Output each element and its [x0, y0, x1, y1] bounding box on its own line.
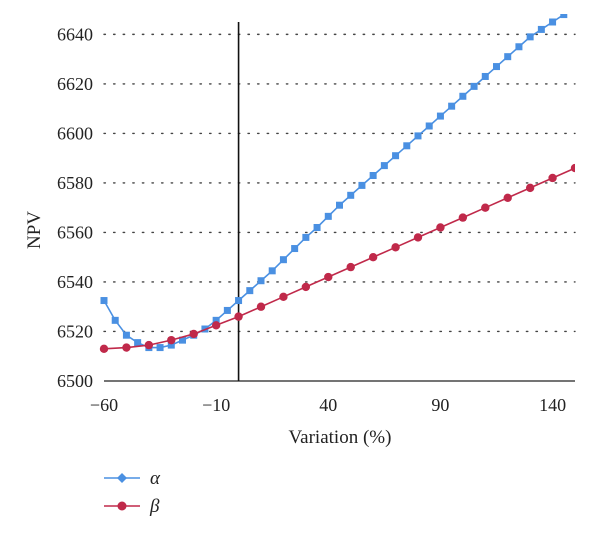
data-point	[122, 343, 131, 352]
data-point	[425, 122, 433, 130]
data-point	[189, 329, 198, 339]
data-point	[525, 183, 535, 193]
grid-lines	[103, 33, 576, 333]
data-point	[358, 181, 366, 189]
data-point	[414, 132, 422, 140]
data-point	[537, 25, 545, 33]
data-point	[134, 339, 142, 347]
data-point	[368, 253, 378, 262]
data-point	[234, 312, 243, 321]
data-point	[459, 92, 467, 100]
data-point	[179, 336, 186, 344]
data-point	[279, 256, 287, 264]
legend-label: α	[150, 468, 161, 489]
data-point	[324, 272, 333, 282]
y-tick-label: 6620	[57, 74, 93, 94]
legend: αβ	[104, 468, 161, 517]
series-layer	[99, 4, 579, 354]
x-axis-title: Variation (%)	[289, 427, 392, 448]
y-tick-label: 6600	[57, 123, 93, 143]
series-1	[100, 4, 579, 352]
data-point	[246, 287, 254, 295]
data-point	[336, 201, 343, 209]
data-point	[111, 316, 119, 324]
data-point	[211, 321, 221, 330]
data-point	[504, 53, 512, 61]
data-point	[515, 43, 523, 51]
data-point	[392, 152, 400, 160]
data-point	[448, 102, 456, 110]
data-point	[458, 213, 468, 222]
data-point	[167, 335, 176, 345]
data-point	[413, 233, 423, 242]
data-point	[122, 331, 130, 339]
y-axis-title: NPV	[24, 211, 45, 249]
x-tick-label: 90	[431, 395, 449, 415]
data-point	[313, 223, 321, 231]
data-point	[301, 282, 311, 292]
x-tick-label: −60	[90, 395, 118, 415]
series-line	[103, 167, 575, 350]
data-point	[570, 163, 575, 173]
x-tick-label: 140	[539, 395, 566, 415]
data-point	[549, 18, 557, 26]
data-point	[347, 191, 355, 199]
y-tick-label: 6500	[57, 371, 93, 391]
data-point	[470, 82, 478, 90]
data-point	[291, 245, 299, 253]
y-tick-label: 6520	[57, 321, 93, 341]
legend-marker	[117, 501, 127, 511]
data-point	[369, 172, 377, 180]
data-point	[99, 344, 109, 354]
data-point	[526, 33, 534, 41]
legend-marker	[117, 473, 127, 483]
data-point	[268, 267, 276, 275]
data-point	[324, 212, 332, 220]
data-point	[481, 72, 489, 80]
data-point	[391, 243, 400, 252]
data-point	[223, 306, 231, 314]
data-point	[403, 142, 411, 150]
data-point	[481, 203, 490, 212]
y-tick-label: 6640	[57, 24, 93, 44]
data-point	[436, 223, 445, 232]
data-point	[256, 302, 266, 311]
data-point	[436, 112, 444, 120]
data-point	[302, 233, 310, 241]
data-point	[548, 173, 557, 183]
data-point	[235, 297, 243, 305]
data-point	[560, 14, 568, 19]
data-point	[503, 193, 512, 202]
data-point	[144, 340, 154, 350]
y-tick-label: 6560	[57, 222, 93, 242]
data-point	[100, 297, 108, 305]
legend-label: β	[149, 496, 160, 517]
x-tick-labels: −60 −10 40 90 140	[90, 395, 566, 415]
data-point	[279, 292, 288, 302]
data-point	[380, 162, 388, 170]
data-point	[212, 316, 220, 324]
y-tick-labels: 6500 6520 6540 6560 6580 6600 6620 6640	[57, 24, 93, 391]
data-point	[257, 277, 265, 285]
data-point	[156, 344, 164, 352]
x-tick-label: −10	[202, 395, 230, 415]
data-point	[167, 341, 175, 349]
x-tick-label: 40	[319, 395, 337, 415]
series-2	[99, 163, 575, 354]
data-point	[346, 262, 355, 272]
y-tick-label: 6540	[57, 272, 93, 292]
y-tick-label: 6580	[57, 173, 93, 193]
data-point	[493, 63, 500, 71]
data-point	[572, 4, 579, 11]
